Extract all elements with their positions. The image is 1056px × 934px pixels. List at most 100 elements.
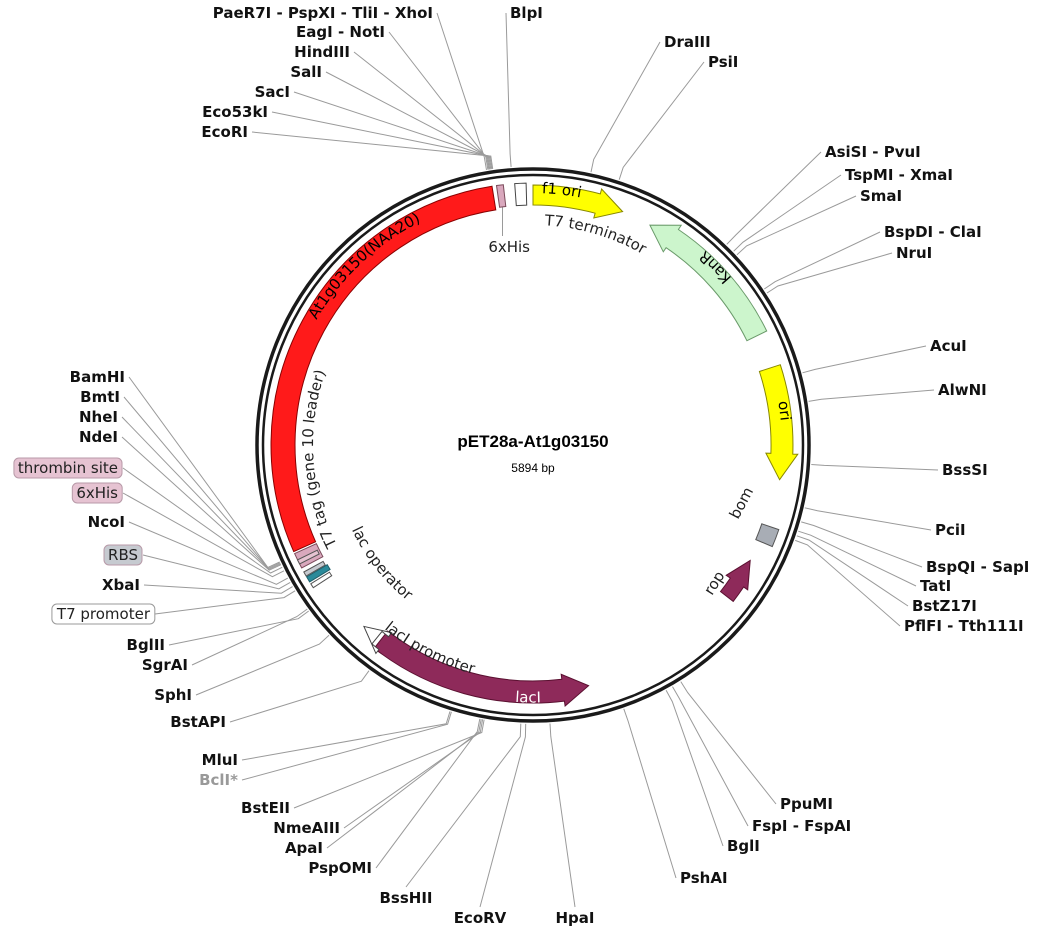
site-label[interactable]: BstEII bbox=[241, 799, 290, 817]
site-leader-line bbox=[191, 608, 308, 666]
plasmid-title: pET28a-At1g03150 bbox=[457, 432, 608, 451]
backbone-outer-strand bbox=[255, 167, 811, 723]
feature-leader-line bbox=[154, 590, 296, 615]
site-label[interactable]: BspDI - ClaI bbox=[884, 223, 982, 241]
site-label[interactable]: SmaI bbox=[860, 187, 902, 205]
boxed-label-text: RBS bbox=[108, 546, 138, 564]
boxed-label-rbs[interactable]: RBS bbox=[103, 544, 143, 566]
site-label[interactable]: HindIII bbox=[294, 43, 350, 61]
site-label[interactable]: EcoRI bbox=[201, 123, 248, 141]
site-leader-line bbox=[680, 681, 777, 805]
site-leader-line bbox=[229, 670, 370, 723]
site-label[interactable]: BstAPI bbox=[170, 713, 226, 731]
site-leader-line bbox=[293, 719, 485, 809]
site-leader-line bbox=[343, 719, 484, 829]
site-leader-line bbox=[128, 376, 280, 569]
feature-label-t7term: T7 terminator bbox=[543, 211, 650, 258]
label-box bbox=[71, 482, 123, 504]
site-label[interactable]: AlwNI bbox=[938, 381, 987, 399]
site-label[interactable]: HpaI bbox=[556, 909, 595, 927]
boxed-label-t7-promoter[interactable]: T7 promoter bbox=[51, 603, 156, 625]
site-leader-line bbox=[375, 718, 481, 869]
site-leader-line bbox=[733, 174, 842, 252]
site-label[interactable]: AcuI bbox=[930, 337, 967, 355]
boxed-label-thrombin-site[interactable]: thrombin site bbox=[13, 457, 123, 479]
site-label[interactable]: ApaI bbox=[285, 839, 323, 857]
feature-laci[interactable] bbox=[373, 630, 590, 707]
features bbox=[270, 182, 799, 707]
site-label[interactable]: BspQI - SapI bbox=[926, 558, 1029, 576]
site-leader-line bbox=[479, 723, 527, 908]
feature-f1ori[interactable] bbox=[532, 184, 624, 219]
feature-label-bom: bom bbox=[726, 484, 758, 522]
site-label[interactable]: SphI bbox=[154, 686, 192, 704]
site-leader-line bbox=[808, 389, 935, 402]
site-leader-line bbox=[326, 719, 482, 849]
site-label[interactable]: BglII bbox=[127, 636, 165, 654]
site-label[interactable]: BlpI bbox=[510, 4, 543, 22]
site-label[interactable]: BamHI bbox=[70, 368, 125, 386]
site-label[interactable]: PspOMI bbox=[308, 859, 372, 877]
feature-label-his_top: 6xHis bbox=[488, 238, 530, 256]
site-label[interactable]: NruI bbox=[896, 244, 932, 262]
site-leader-line bbox=[325, 71, 491, 170]
site-leader-line bbox=[143, 584, 293, 594]
feature-lacip[interactable] bbox=[363, 625, 393, 655]
feature-bom[interactable] bbox=[755, 523, 780, 548]
site-label[interactable]: MluI bbox=[202, 751, 238, 769]
site-label[interactable]: NdeI bbox=[79, 428, 118, 446]
site-label[interactable]: BclI* bbox=[199, 771, 238, 789]
site-label[interactable]: NmeAIII bbox=[273, 819, 340, 837]
site-label[interactable]: TatI bbox=[920, 577, 951, 595]
site-label[interactable]: BssHII bbox=[379, 889, 432, 907]
site-label[interactable]: BglI bbox=[727, 837, 760, 855]
site-label[interactable]: NheI bbox=[79, 408, 118, 426]
site-label[interactable]: PshAI bbox=[680, 869, 728, 887]
site-label[interactable]: DraIII bbox=[664, 33, 711, 51]
site-label[interactable]: BstZ17I bbox=[912, 597, 977, 615]
plasmid-backbone bbox=[255, 167, 811, 723]
site-label[interactable]: BssSI bbox=[942, 461, 988, 479]
site-label[interactable]: PciI bbox=[935, 521, 966, 539]
feature-his_top[interactable] bbox=[495, 184, 507, 208]
feature-leader-line bbox=[122, 492, 285, 578]
site-label[interactable]: Eco53kI bbox=[202, 103, 268, 121]
plasmid-length: 5894 bp bbox=[511, 461, 555, 475]
site-leader-line bbox=[796, 535, 909, 607]
feature-t7term[interactable] bbox=[514, 182, 528, 207]
boxed-label-6xhis[interactable]: 6xHis bbox=[71, 482, 123, 504]
site-leader-line bbox=[623, 708, 677, 879]
boxed-label-text: 6xHis bbox=[76, 484, 118, 502]
site-leader-line bbox=[549, 723, 576, 908]
site-leader-line bbox=[672, 686, 749, 827]
site-label[interactable]: EcoRV bbox=[454, 909, 507, 927]
site-label[interactable]: PpuMI bbox=[780, 795, 833, 813]
site-label[interactable]: SacI bbox=[255, 83, 290, 101]
site-label[interactable]: PflFI - Tth111I bbox=[904, 617, 1024, 635]
site-label[interactable]: AsiSI - PvuI bbox=[825, 143, 921, 161]
site-label[interactable]: TspMI - XmaI bbox=[845, 166, 953, 184]
feature-rop[interactable] bbox=[719, 559, 751, 603]
boxed-feature-labels: thrombin site 6xHis RBS T7 promoter bbox=[13, 457, 156, 625]
feature-small-2[interactable] bbox=[310, 571, 333, 589]
site-leader-line bbox=[405, 723, 522, 888]
feature-small-1[interactable] bbox=[296, 549, 320, 565]
site-leader-line bbox=[795, 539, 901, 627]
feature-insert[interactable] bbox=[270, 185, 497, 553]
feature-kanr[interactable] bbox=[649, 224, 768, 342]
site-label[interactable]: XbaI bbox=[102, 576, 140, 594]
site-label[interactable]: PsiI bbox=[708, 53, 738, 71]
feature-lacop[interactable] bbox=[305, 564, 331, 583]
site-label[interactable]: BmtI bbox=[80, 388, 120, 406]
site-leader-line bbox=[798, 530, 917, 587]
feature-ori[interactable] bbox=[758, 364, 799, 481]
feature-small-0[interactable] bbox=[303, 560, 326, 577]
site-label[interactable]: NcoI bbox=[88, 513, 125, 531]
site-leader-line bbox=[811, 464, 939, 471]
site-label[interactable]: EagI - NotI bbox=[296, 23, 385, 41]
site-label[interactable]: SalI bbox=[290, 63, 322, 81]
site-label[interactable]: FspI - FspAI bbox=[752, 817, 851, 835]
site-label[interactable]: PaeR7I - PspXI - TliI - XhoI bbox=[213, 4, 433, 22]
site-label[interactable]: SgrAI bbox=[142, 656, 188, 674]
